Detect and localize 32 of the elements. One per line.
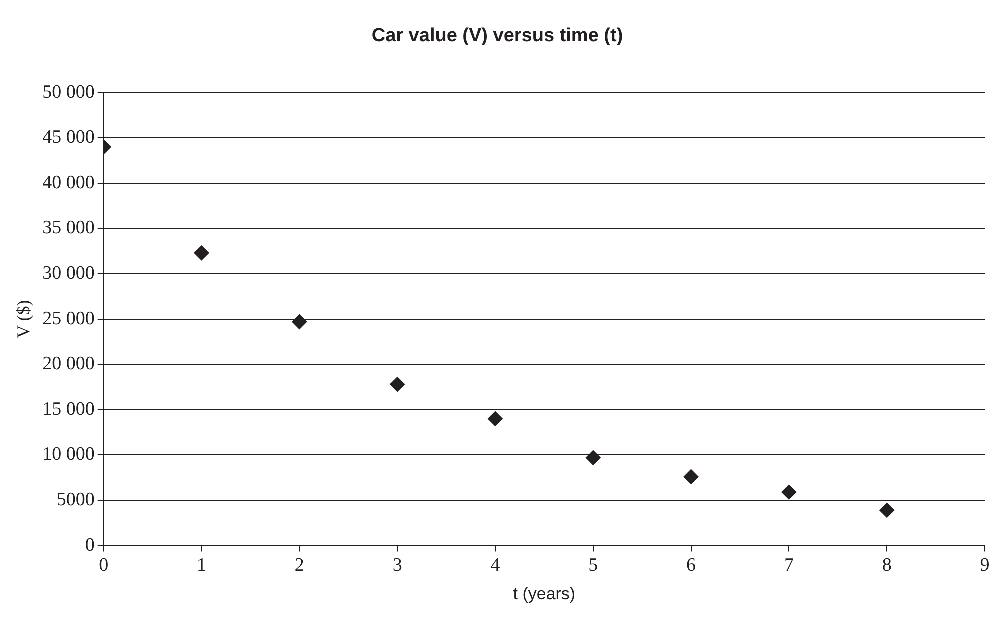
y-tick-label: 20 000: [42, 354, 95, 375]
point: [586, 450, 601, 466]
x-tick-label: 0: [99, 555, 109, 576]
y-tick-label: 15 000: [42, 398, 95, 420]
x-tick-label: 9: [980, 555, 990, 576]
point: [684, 469, 699, 484]
point: [390, 377, 406, 392]
x-tick-label: 4: [490, 555, 501, 576]
y-tick-label: 25 000: [42, 308, 95, 330]
y-tick-label: 10 000: [42, 444, 95, 466]
y-axis-title: V ($): [14, 300, 34, 338]
point: [292, 314, 308, 330]
point: [880, 502, 895, 518]
x-axis-title: t (years): [513, 584, 576, 604]
y-tick-label: 40 000: [42, 172, 95, 194]
y-tick-label: 0: [85, 534, 95, 556]
chart-title: Car value (V) versus time (t): [372, 26, 624, 47]
x-tick-label: 7: [784, 555, 794, 576]
y-tick-label: 45 000: [42, 127, 95, 148]
x-tick-label: 6: [686, 555, 696, 576]
x-tick-label: 5: [588, 555, 598, 576]
y-tick-label: 30 000: [42, 262, 95, 284]
y-tick-label: 5000: [56, 489, 95, 510]
point: [782, 484, 797, 500]
x-tick-label: 1: [197, 555, 207, 576]
x-tick-label: 3: [392, 555, 402, 576]
y-tick-label: 50 000: [42, 82, 95, 103]
point: [194, 246, 210, 261]
point: [488, 411, 503, 426]
x-tick-label: 8: [882, 555, 892, 576]
y-tick-label: 35 000: [42, 218, 95, 239]
x-tick-label: 2: [294, 555, 304, 576]
